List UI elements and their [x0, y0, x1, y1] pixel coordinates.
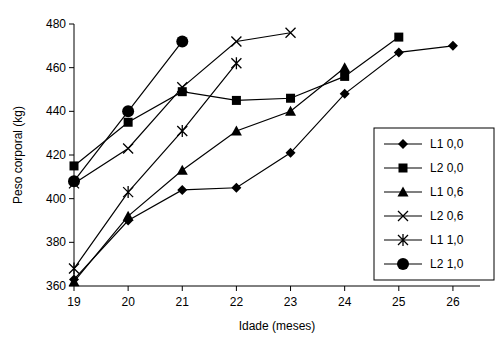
y-tick-label: 460 — [46, 61, 66, 75]
x-tick-label: 19 — [67, 295, 81, 309]
marker — [231, 183, 241, 193]
legend-box — [374, 128, 494, 280]
x-axis — [74, 286, 480, 287]
marker — [231, 36, 241, 46]
marker — [285, 106, 296, 116]
x-axis-label: Idade (meses) — [239, 319, 316, 333]
y-tick — [69, 67, 74, 68]
marker — [122, 105, 134, 117]
x-tick — [344, 286, 345, 291]
marker — [123, 211, 134, 221]
series-line — [74, 68, 345, 282]
legend-label: L2 1,0 — [430, 257, 464, 271]
x-tick-label: 22 — [230, 295, 244, 309]
marker — [176, 35, 188, 47]
marker — [286, 148, 296, 158]
y-tick-label: 400 — [46, 192, 66, 206]
marker — [286, 28, 296, 38]
x-tick-label: 23 — [284, 295, 298, 309]
legend-marker — [398, 211, 408, 221]
y-tick-label: 360 — [46, 279, 66, 293]
legend-marker — [398, 234, 408, 246]
legend-label: L1 1,0 — [430, 233, 464, 247]
y-tick — [69, 111, 74, 112]
legend-label: L2 0,0 — [430, 161, 464, 175]
x-tick — [398, 286, 399, 291]
y-tick-label: 440 — [46, 104, 66, 118]
marker — [231, 57, 241, 69]
marker — [232, 96, 241, 105]
legend-marker — [398, 139, 408, 149]
marker — [70, 161, 79, 170]
x-tick-label: 25 — [392, 295, 406, 309]
y-tick — [69, 198, 74, 199]
x-tick — [182, 286, 183, 291]
marker — [340, 89, 350, 99]
marker — [177, 82, 187, 92]
y-tick-label: 480 — [46, 17, 66, 31]
marker — [177, 125, 187, 137]
y-tick — [69, 155, 74, 156]
x-tick — [452, 286, 453, 291]
legend-label: L2 0,6 — [430, 209, 464, 223]
x-tick — [128, 286, 129, 291]
x-tick — [236, 286, 237, 291]
marker — [178, 87, 187, 96]
marker — [394, 47, 404, 57]
series-line — [74, 63, 236, 268]
x-tick — [290, 286, 291, 291]
legend-marker — [397, 258, 409, 270]
y-tick — [69, 24, 74, 25]
marker — [123, 143, 133, 153]
x-tick-label: 20 — [121, 295, 135, 309]
y-tick-label: 420 — [46, 148, 66, 162]
series-line — [74, 37, 399, 166]
x-tick — [74, 286, 75, 291]
marker — [339, 62, 350, 72]
y-tick-label: 380 — [46, 235, 66, 249]
marker — [340, 72, 349, 81]
marker — [177, 185, 187, 195]
marker — [123, 186, 133, 198]
marker — [69, 276, 80, 286]
marker — [124, 118, 133, 127]
legend: L1 0,0 L2 0,0 L1 0,6 L2 0,6 L1 1,0 L2 1,0 — [374, 128, 494, 280]
marker — [394, 33, 403, 42]
legend-label: L1 0,0 — [430, 137, 464, 151]
marker — [177, 165, 188, 175]
x-tick-label: 21 — [176, 295, 190, 309]
series-line — [74, 33, 291, 184]
legend-marker — [398, 187, 409, 197]
x-tick-label: 24 — [338, 295, 352, 309]
x-tick-label: 26 — [446, 295, 460, 309]
marker — [448, 41, 458, 51]
legend-marker — [399, 164, 408, 173]
series-line — [74, 41, 182, 181]
marker — [69, 263, 79, 275]
marker — [231, 125, 242, 135]
chart: 360 380 400 420 440 460 480 19 20 21 22 23 24 25 26 Ida… — [0, 0, 500, 357]
y-axis-label: Peso corporal (kg) — [11, 106, 25, 204]
marker — [68, 175, 80, 187]
y-tick — [69, 242, 74, 243]
marker — [286, 94, 295, 103]
legend-label: L1 0,6 — [430, 185, 464, 199]
